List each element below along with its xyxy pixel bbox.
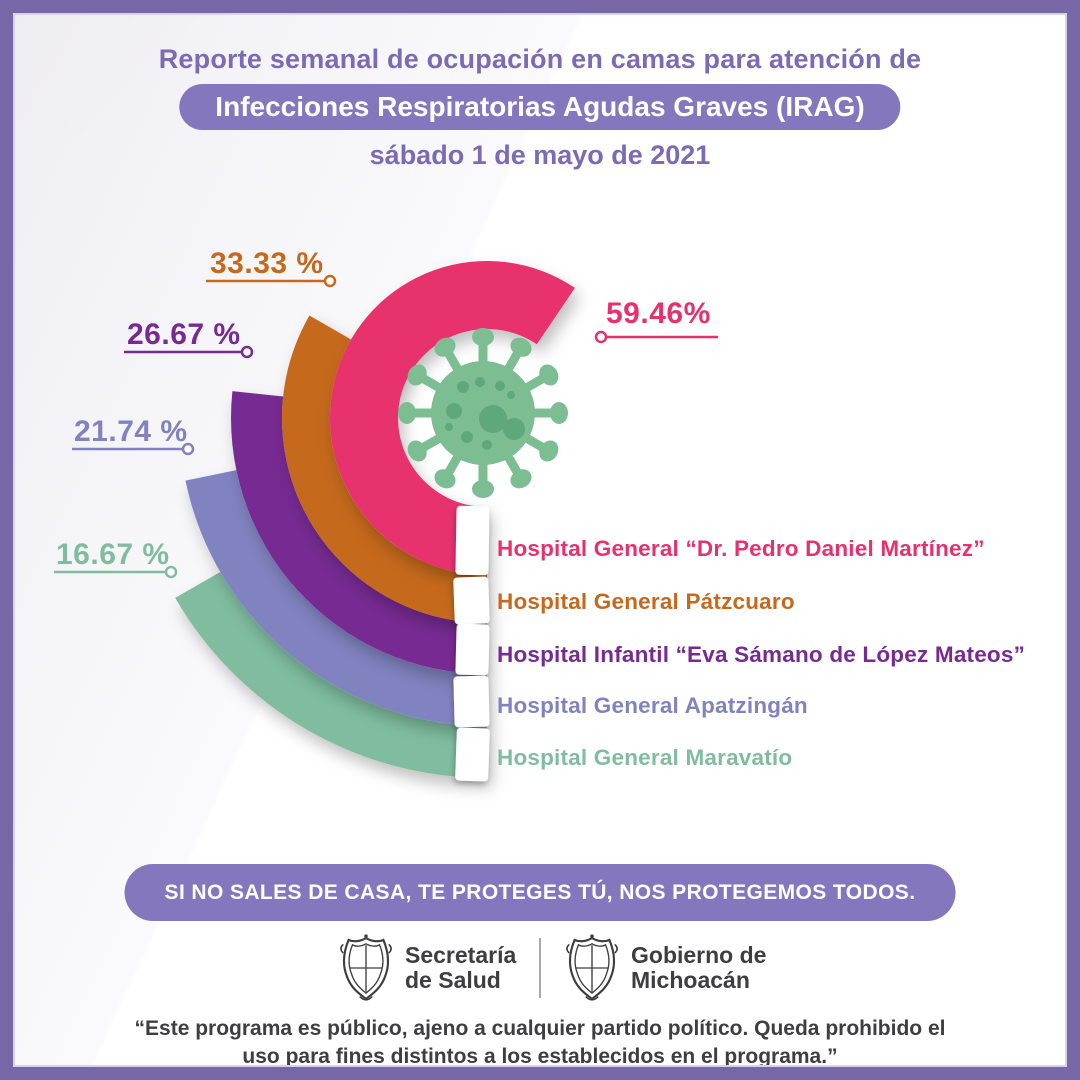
hospital-label-0: Hospital General “Dr. Pedro Daniel Martí… — [497, 536, 985, 561]
michoacan-crest-icon — [566, 934, 618, 1001]
protection-banner: SI NO SALES DE CASA, TE PROTEGES TÚ, NOS… — [124, 864, 956, 921]
gobierno-michoacan-logo: Gobierno de Michoacán — [563, 930, 766, 1006]
government-logos: Secretaría de Salud Gobierno de — [0, 930, 1080, 1006]
date-subtitle: sábado 1 de mayo de 2021 — [369, 140, 711, 170]
hospital-label-1: Hospital General Pátzcuaro — [497, 589, 795, 614]
percent-label-4: 16.67 % — [56, 538, 170, 571]
secretaria-line1: Secretaría — [405, 942, 517, 969]
percent-label-0: 59.46% — [606, 297, 711, 330]
footer-line2: uso para fines distintos a los estableci… — [242, 1044, 838, 1068]
gobierno-line1: Gobierno de — [631, 942, 767, 969]
percent-label-2: 26.67 % — [127, 318, 241, 351]
hospital-label-2: Hospital Infantil “Eva Sámano de López M… — [497, 642, 1026, 667]
salud-crest-icon — [340, 934, 392, 1001]
logo-divider — [539, 938, 541, 998]
hospital-label-3: Hospital General Apatzingán — [497, 693, 808, 718]
hospital-label-4: Hospital General Maravatío — [497, 745, 793, 770]
percent-label-1: 33.33 % — [210, 247, 324, 280]
gobierno-michoacan-label: Gobierno de Michoacán — [631, 943, 766, 993]
page-title: Reporte semanal de ocupación en camas pa… — [158, 44, 922, 74]
secretaria-line2: de Salud — [405, 967, 501, 993]
percent-label-3: 21.74 % — [74, 415, 188, 448]
secretaria-salud-label: Secretaría de Salud — [405, 943, 516, 993]
footer-disclaimer: “Este programa es público, ajeno a cualq… — [0, 1015, 1080, 1070]
secretaria-salud-logo: Secretaría de Salud — [337, 930, 516, 1006]
footer-line1: “Este programa es público, ajeno a cualq… — [134, 1017, 946, 1040]
irag-title-pill: Infecciones Respiratorias Agudas Graves … — [179, 84, 901, 130]
gobierno-line2: Michoacán — [631, 967, 750, 993]
